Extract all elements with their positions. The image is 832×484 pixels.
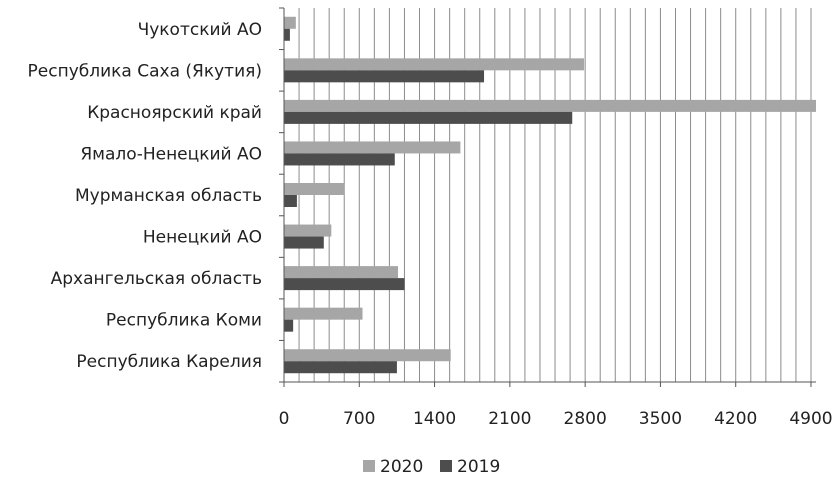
category-label: Архангельская область — [51, 269, 262, 289]
x-tick-label: 0 — [279, 409, 290, 429]
legend-swatch-2020 — [363, 460, 375, 472]
x-tick-label: 2100 — [488, 409, 531, 429]
bars-layer — [284, 16, 816, 374]
legend: 2020 2019 — [363, 457, 500, 477]
bar-2019 — [284, 278, 405, 291]
category-labels: Чукотский АО Республика Саха (Якутия) Крас… — [28, 20, 262, 372]
bar-2019 — [284, 236, 324, 249]
legend-label-2019: 2019 — [457, 457, 500, 477]
x-tick-label: 2800 — [564, 409, 607, 429]
bar-2020 — [284, 307, 363, 320]
category-label: Ямало-Ненецкий АО — [80, 144, 262, 164]
bar-2020 — [284, 224, 332, 237]
bar-2020 — [284, 183, 345, 195]
x-tick-label: 700 — [343, 409, 375, 429]
bar-2019 — [284, 153, 395, 166]
bar-2019 — [284, 70, 485, 83]
bar-2020 — [284, 99, 816, 112]
category-label: Чукотский АО — [138, 20, 262, 40]
legend-swatch-2019 — [440, 460, 452, 472]
x-tick-labels: 0 700 1400 2100 2800 3500 4200 4900 — [279, 409, 832, 429]
bar-2020 — [284, 16, 296, 29]
bar-2020 — [284, 266, 399, 279]
x-tick-label: 1400 — [413, 409, 456, 429]
category-label: Красноярский край — [87, 103, 262, 123]
bar-2019 — [284, 361, 397, 374]
category-label: Мурманская область — [75, 186, 262, 206]
legend-label-2020: 2020 — [380, 457, 423, 477]
bar-2019 — [284, 195, 297, 207]
category-label: Республика Карелия — [76, 352, 262, 372]
bar-2020 — [284, 141, 461, 154]
axis-layer — [279, 7, 816, 387]
bar-2020 — [284, 58, 585, 71]
bar-2019 — [284, 319, 294, 332]
x-tick-label: 3500 — [639, 409, 682, 429]
bar-2019 — [284, 111, 573, 124]
category-label: Ненецкий АО — [143, 228, 262, 248]
bar-2020 — [284, 349, 451, 362]
x-tick-label: 4900 — [789, 409, 832, 429]
bar-2019 — [284, 28, 290, 41]
x-tick-label: 4200 — [714, 409, 757, 429]
category-label: Республика Коми — [106, 311, 262, 331]
category-label: Республика Саха (Якутия) — [28, 61, 262, 81]
